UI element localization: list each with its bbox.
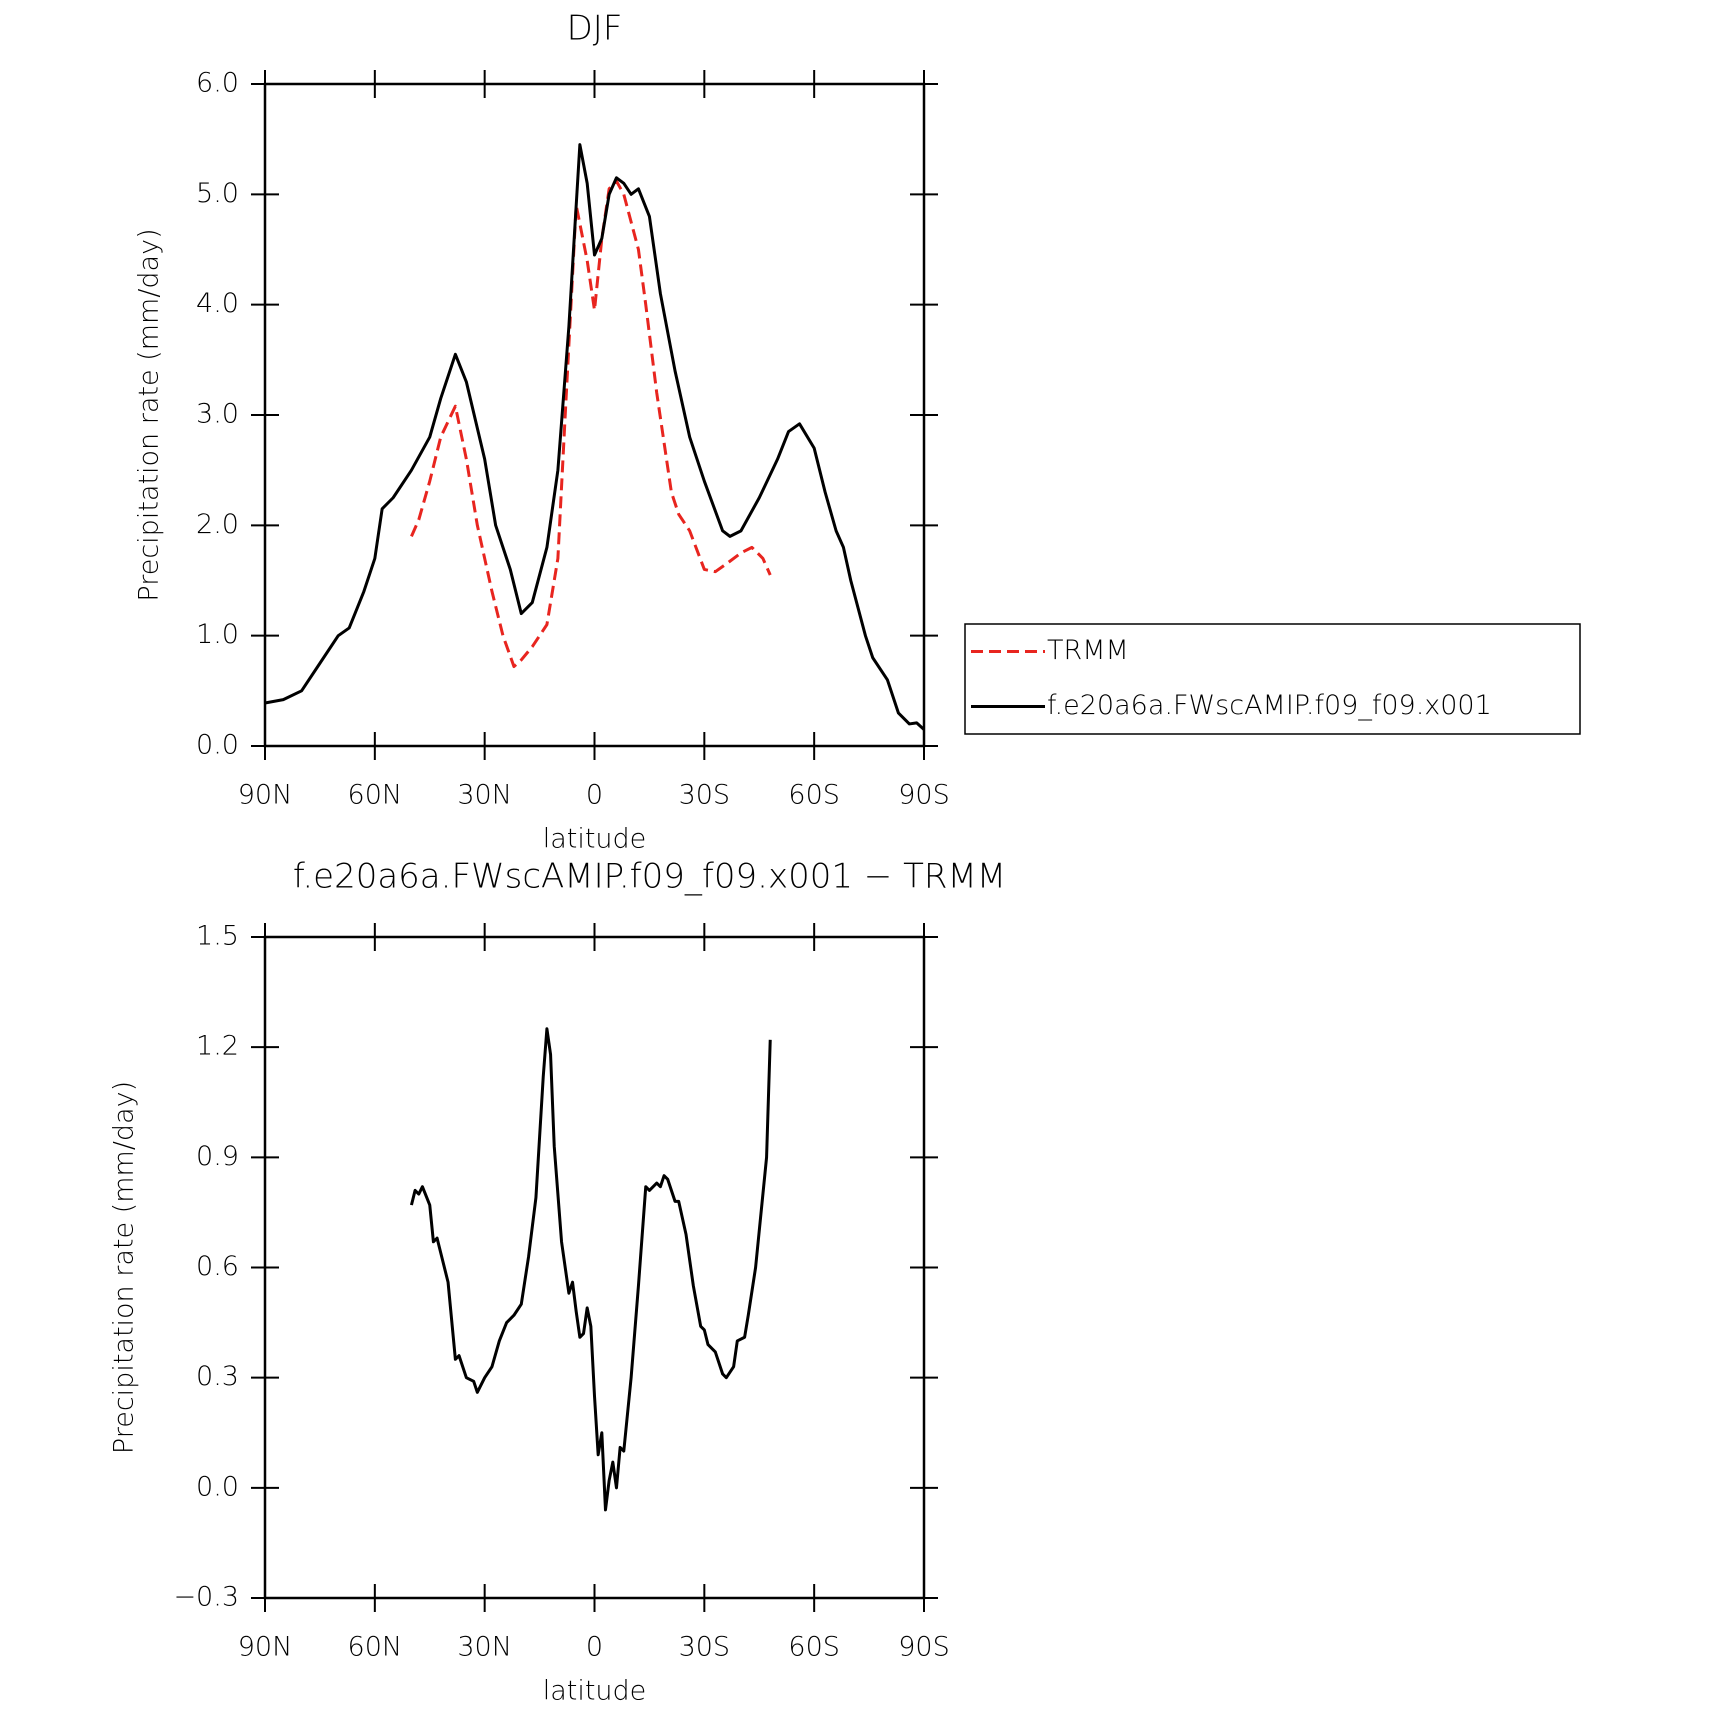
x-tick-label: 30N [457,780,512,811]
x-axis-label: latitude [543,824,647,855]
data-line [264,143,926,731]
legend-label: TRMM [1047,635,1129,666]
x-axis-label: latitude [543,1676,647,1707]
plot-frame [263,82,926,748]
y-tick-label: 0.6 [196,1251,239,1282]
plot-frame [263,935,926,1600]
x-tick-label: 90N [238,1632,293,1663]
y-tick-label: 1.0 [196,619,239,650]
data-line [409,1027,772,1512]
x-tick-label: 30S [679,780,731,811]
y-tick-label: 2.0 [196,509,239,540]
x-tick-label: 0 [586,780,603,811]
y-tick-label: 0.0 [196,730,239,761]
x-tick-label: 90N [238,780,293,811]
x-tick-label: 90S [898,1632,950,1663]
y-tick-label: 3.0 [196,399,239,430]
y-tick-label: 0.0 [196,1471,239,1502]
x-tick-label: 30S [679,1632,731,1663]
chart-title: f.e20a6a.FWscAMIP.f09_f09.x001 − TRMM [293,857,1006,897]
y-tick-label: 0.3 [196,1361,239,1392]
legend-label: f.e20a6a.FWscAMIP.f09_f09.x001 [1047,690,1492,721]
x-tick-label: 60S [788,780,840,811]
y-tick-label: 4.0 [196,288,239,319]
x-tick-label: 60N [348,780,403,811]
y-tick-label: −0.3 [173,1582,239,1613]
legend-box [964,623,1581,735]
data-line [410,179,772,669]
y-axis-label: Precipitation rate (mm/day) [109,1081,140,1454]
y-tick-label: 0.9 [196,1141,239,1172]
x-tick-label: 60S [788,1632,840,1663]
y-tick-label: 5.0 [196,178,239,209]
y-tick-label: 1.2 [196,1031,239,1062]
x-tick-label: 0 [586,1632,603,1663]
y-tick-label: 6.0 [196,68,239,99]
chart-title: DJF [567,9,623,49]
x-tick-label: 30N [457,1632,512,1663]
y-tick-label: 1.5 [196,921,239,952]
x-tick-label: 90S [898,780,950,811]
y-axis-label: Precipitation rate (mm/day) [134,228,165,601]
x-tick-label: 60N [348,1632,403,1663]
